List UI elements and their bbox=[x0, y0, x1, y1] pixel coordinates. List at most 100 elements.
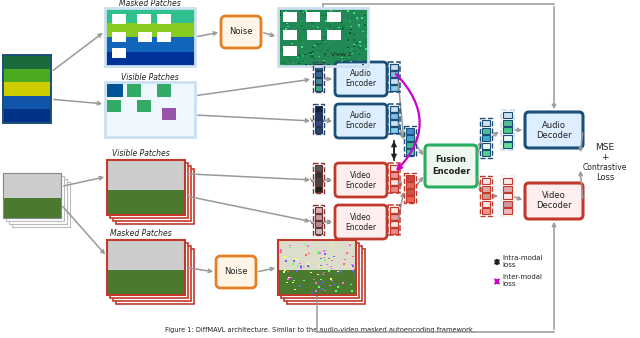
Bar bbox=[320, 268, 322, 269]
Bar bbox=[503, 112, 512, 118]
Bar bbox=[352, 256, 354, 258]
Bar bbox=[342, 282, 344, 284]
Bar bbox=[294, 258, 296, 259]
Bar bbox=[127, 84, 141, 97]
Bar bbox=[335, 30, 337, 31]
Bar bbox=[362, 30, 364, 32]
Bar bbox=[291, 16, 292, 18]
Bar bbox=[406, 142, 414, 147]
Bar bbox=[482, 143, 490, 148]
Bar bbox=[353, 46, 355, 47]
Bar bbox=[406, 182, 414, 188]
Bar bbox=[291, 43, 293, 44]
Bar bbox=[482, 200, 490, 207]
Bar bbox=[293, 38, 295, 40]
Bar bbox=[350, 61, 352, 63]
Bar bbox=[110, 243, 188, 298]
Bar bbox=[333, 18, 336, 20]
Bar bbox=[285, 28, 287, 30]
Bar bbox=[342, 9, 345, 10]
Bar bbox=[333, 30, 335, 31]
Bar bbox=[307, 30, 321, 40]
Bar bbox=[315, 85, 322, 91]
Bar bbox=[334, 284, 336, 285]
Bar bbox=[324, 259, 326, 261]
Text: loss: loss bbox=[502, 281, 515, 287]
Bar bbox=[356, 42, 358, 43]
Bar bbox=[323, 257, 325, 258]
Bar bbox=[113, 246, 191, 301]
Bar bbox=[482, 208, 490, 214]
Bar bbox=[360, 47, 362, 49]
Bar bbox=[294, 289, 296, 290]
Bar bbox=[313, 163, 324, 193]
FancyBboxPatch shape bbox=[425, 145, 477, 187]
Bar bbox=[501, 176, 514, 216]
Bar bbox=[319, 284, 321, 285]
Bar bbox=[342, 264, 345, 265]
Bar bbox=[107, 160, 185, 215]
FancyBboxPatch shape bbox=[525, 183, 583, 219]
Bar bbox=[280, 10, 282, 12]
Bar bbox=[354, 268, 356, 270]
Bar bbox=[325, 249, 327, 251]
Bar bbox=[311, 55, 313, 57]
Bar bbox=[105, 8, 195, 23]
Text: MSE: MSE bbox=[595, 144, 614, 152]
Bar bbox=[324, 253, 326, 255]
Bar bbox=[328, 56, 330, 57]
Bar bbox=[157, 84, 171, 97]
Text: View 2: View 2 bbox=[310, 219, 331, 224]
Bar bbox=[304, 12, 306, 14]
Bar bbox=[328, 38, 330, 40]
Bar bbox=[280, 249, 282, 251]
Bar bbox=[107, 190, 185, 215]
Bar bbox=[390, 106, 398, 112]
Bar bbox=[315, 207, 322, 213]
Bar bbox=[297, 265, 300, 266]
Bar bbox=[287, 249, 365, 304]
Bar bbox=[319, 51, 321, 52]
Bar bbox=[278, 240, 356, 295]
Bar bbox=[162, 108, 176, 120]
Bar bbox=[503, 178, 512, 184]
Bar bbox=[390, 214, 398, 219]
Bar bbox=[324, 53, 326, 55]
Bar bbox=[336, 21, 338, 22]
Text: Visible Patches: Visible Patches bbox=[112, 149, 170, 159]
Bar bbox=[303, 266, 305, 267]
Bar bbox=[301, 20, 303, 21]
Bar bbox=[340, 270, 342, 271]
Bar bbox=[330, 9, 332, 10]
Bar bbox=[315, 172, 322, 177]
Bar bbox=[352, 270, 354, 272]
Bar bbox=[312, 53, 314, 55]
Text: Video: Video bbox=[350, 213, 372, 221]
Bar bbox=[307, 263, 308, 265]
Bar bbox=[312, 22, 314, 23]
Bar bbox=[315, 165, 322, 170]
Bar bbox=[283, 30, 297, 40]
Bar bbox=[341, 60, 343, 62]
Bar bbox=[354, 51, 356, 52]
Bar bbox=[9, 179, 67, 224]
Bar bbox=[280, 28, 282, 29]
Bar bbox=[3, 198, 61, 218]
Bar bbox=[283, 12, 297, 22]
Bar bbox=[301, 25, 303, 26]
Bar bbox=[290, 14, 292, 15]
Bar bbox=[338, 32, 340, 33]
Bar bbox=[292, 260, 294, 262]
Bar bbox=[278, 270, 356, 295]
Bar bbox=[283, 256, 285, 258]
Bar bbox=[348, 56, 350, 58]
Text: Decoder: Decoder bbox=[536, 130, 572, 140]
Bar bbox=[288, 277, 290, 279]
Bar bbox=[340, 22, 342, 23]
Bar bbox=[300, 266, 303, 268]
Bar bbox=[294, 14, 296, 16]
Text: Masked Patches: Masked Patches bbox=[110, 230, 172, 239]
Bar bbox=[286, 23, 288, 24]
Bar bbox=[333, 256, 335, 257]
Bar bbox=[334, 20, 336, 21]
